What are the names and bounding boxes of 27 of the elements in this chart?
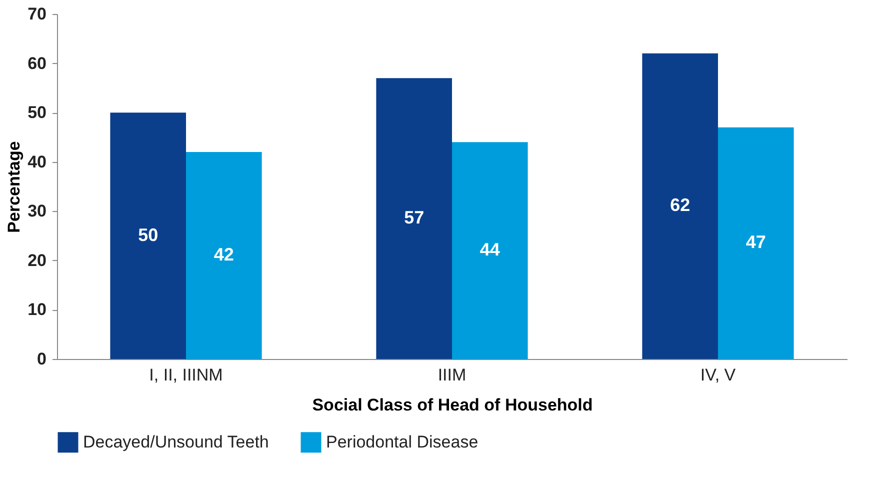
bar (376, 78, 452, 359)
bar (186, 152, 262, 359)
y-tick-label: 10 (28, 300, 46, 320)
bar (452, 142, 528, 359)
y-tick-label: 40 (28, 152, 46, 172)
y-tick-label: 0 (37, 350, 46, 368)
legend-label: Decayed/Unsound Teeth (83, 432, 269, 452)
bar (110, 112, 186, 359)
bar (718, 127, 794, 359)
y-tick-label: 70 (28, 4, 46, 24)
bar (642, 53, 718, 359)
data-label: 50 (138, 224, 158, 245)
data-label: 44 (480, 240, 500, 260)
x-axis-title: Social Class of Head of Household (312, 396, 593, 414)
data-label: 57 (404, 208, 424, 228)
x-tick-label: IV, V (700, 366, 736, 384)
y-tick-label: 20 (28, 250, 46, 270)
y-axis-title: Percentage (4, 141, 24, 233)
data-label: 42 (214, 244, 234, 264)
x-tick-label: I, II, IIINM (149, 366, 223, 384)
y-tick-label: 60 (28, 54, 46, 73)
data-label: 62 (670, 195, 690, 216)
x-tick-label: IIIM (438, 366, 466, 384)
y-tick-label: 30 (28, 202, 46, 221)
legend-label: Periodontal Disease (326, 432, 478, 452)
y-tick-label: 50 (28, 103, 46, 122)
data-label: 47 (746, 232, 766, 252)
